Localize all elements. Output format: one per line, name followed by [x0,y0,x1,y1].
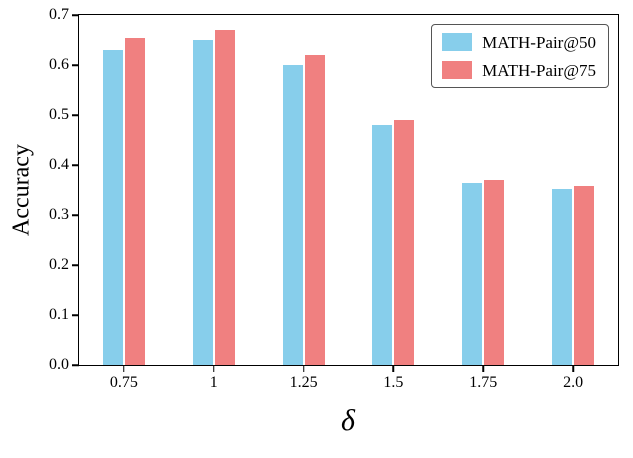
x-axis-label: δ [341,404,355,437]
bar-math-pair@75-x1.5 [394,120,415,365]
y-tick-mark [72,364,79,366]
y-tick-mark [72,264,79,266]
y-tick-label: 0.2 [49,256,69,273]
y-tick-label: 0.3 [49,206,69,223]
x-tick-mark [572,365,574,372]
legend-label: MATH-Pair@50 [482,32,596,52]
legend: MATH-Pair@50 MATH-Pair@75 [431,24,609,88]
bar-math-pair@50-x1.5 [372,125,393,365]
y-tick-label: 0.4 [49,156,69,173]
bar-math-pair@75-x1.25 [304,55,325,365]
y-tick-mark [72,14,79,16]
bar-math-pair@50-x1.75 [462,182,483,365]
y-tick-label: 0.1 [49,306,69,323]
y-tick-label: 0.0 [49,356,69,373]
legend-color-patch [442,33,473,51]
x-tick-label: 1.5 [383,374,404,391]
x-tick-mark [482,365,484,372]
x-tick-mark [213,365,215,372]
bar-math-pair@75-x0.75 [124,37,145,365]
x-tick-label: 2.0 [563,374,584,391]
x-tick-label: 1.25 [289,374,318,391]
legend-label: MATH-Pair@75 [482,60,596,80]
y-tick-mark [72,114,79,116]
bar-math-pair@75-x1 [214,30,235,365]
y-tick-mark [72,164,79,166]
plot-area: MATH-Pair@50 MATH-Pair@75 0.75 1 1.25 1.5 1.7… [49,7,619,391]
bar-math-pair@50-x2.0 [552,189,573,365]
y-axis-label: Accuracy [8,144,35,236]
bar-math-pair@50-x1 [192,40,213,365]
legend-row: MATH-Pair@50 [442,33,596,51]
legend-color-patch [442,61,473,79]
legend-row: MATH-Pair@75 [442,61,596,79]
x-tick-mark [302,365,305,372]
y-tick-mark [72,214,79,216]
bar-math-pair@50-x0.75 [102,50,123,365]
x-tick-label: 1.75 [469,374,498,391]
y-tick-mark [72,64,79,66]
y-tick-label: 0.6 [49,56,69,73]
x-tick-mark [123,365,125,372]
x-tick-mark [392,365,395,372]
bar-math-pair@75-x2.0 [574,186,595,365]
y-tick-label: 0.5 [49,106,69,123]
bar-math-pair@75-x1.75 [484,180,505,365]
bar-math-pair@50-x1.25 [282,65,303,365]
y-tick-label: 0.7 [49,6,69,23]
x-tick-label: 1 [209,374,218,391]
y-tick-mark [72,314,79,316]
x-tick-label: 0.75 [109,374,138,391]
